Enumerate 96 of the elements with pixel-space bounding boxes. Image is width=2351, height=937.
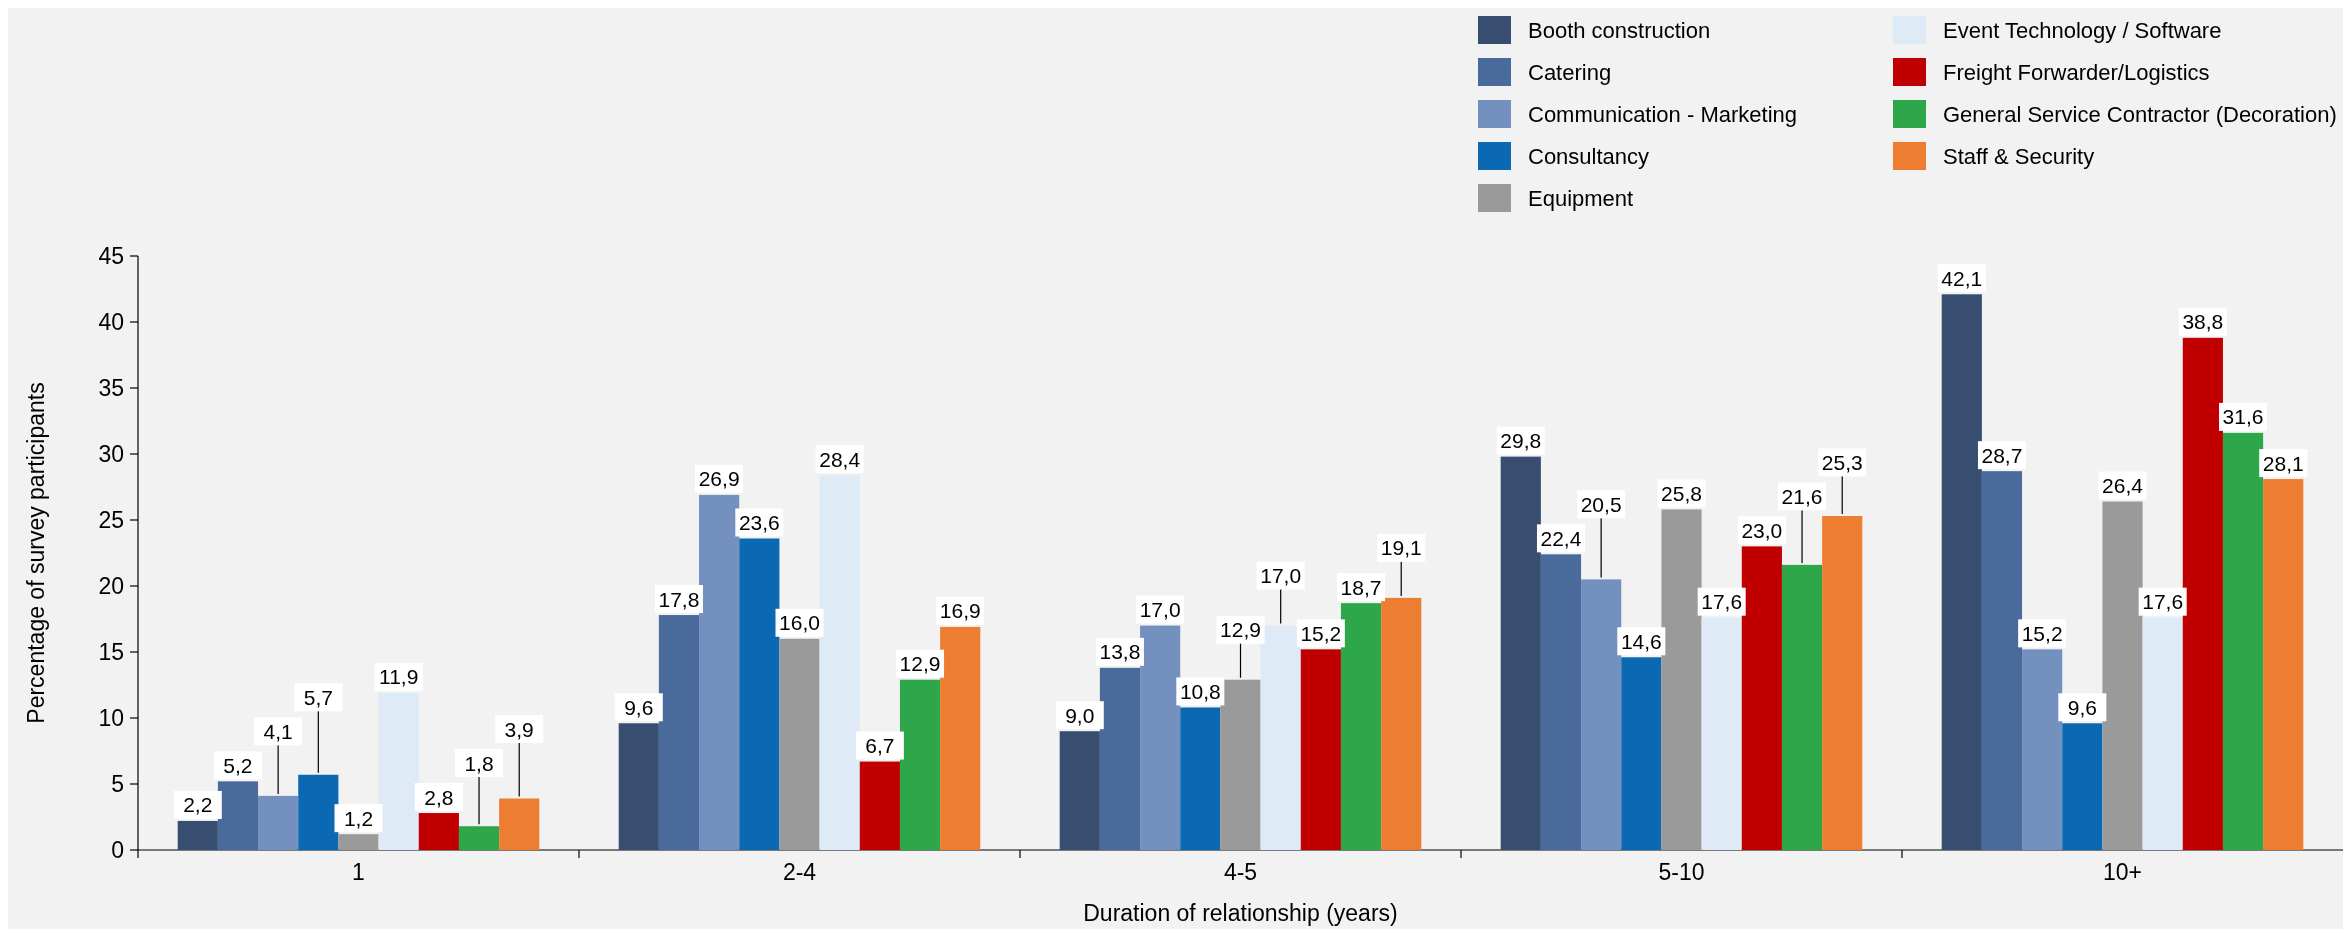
data-label: 12,9 bbox=[899, 652, 941, 676]
data-label: 25,3 bbox=[1821, 450, 1863, 474]
y-tick-label: 35 bbox=[98, 375, 124, 401]
data-label: 20,5 bbox=[1580, 492, 1622, 516]
legend-label: Staff & Security bbox=[1943, 143, 2095, 169]
legend-label: Equipment bbox=[1528, 185, 1634, 211]
bar bbox=[1822, 516, 1863, 850]
bar bbox=[499, 798, 540, 850]
bar bbox=[2263, 479, 2304, 850]
bar bbox=[699, 494, 740, 850]
data-label: 5,7 bbox=[303, 685, 333, 709]
legend-label: Freight Forwarder/Logistics bbox=[1943, 59, 2210, 85]
x-tick-label: 5-10 bbox=[1658, 859, 1705, 885]
y-tick-label: 20 bbox=[98, 573, 124, 599]
data-label: 29,8 bbox=[1500, 429, 1542, 453]
y-tick-label: 25 bbox=[98, 507, 124, 533]
data-label: 9,6 bbox=[2067, 695, 2097, 719]
data-label: 1,2 bbox=[343, 806, 374, 830]
y-axis-title: Percentage of survey participants bbox=[23, 382, 49, 724]
data-label: 2,2 bbox=[183, 793, 213, 817]
data-label: 15,2 bbox=[2021, 621, 2063, 645]
bar bbox=[2222, 432, 2264, 850]
bar bbox=[1781, 564, 1823, 850]
data-label: 2,8 bbox=[424, 785, 454, 809]
bar bbox=[1140, 625, 1181, 850]
y-tick-label: 5 bbox=[111, 771, 124, 797]
y-tick-label: 15 bbox=[98, 639, 124, 665]
data-label: 15,2 bbox=[1300, 621, 1342, 645]
data-label: 28,7 bbox=[1981, 443, 2023, 467]
bar bbox=[658, 615, 700, 850]
bar bbox=[1099, 667, 1141, 850]
bar bbox=[1260, 625, 1301, 850]
y-tick-label: 0 bbox=[111, 837, 124, 863]
data-label: 28,1 bbox=[2262, 451, 2304, 475]
x-axis-title: Duration of relationship (years) bbox=[1083, 900, 1398, 926]
data-label: 12,9 bbox=[1220, 618, 1261, 642]
data-label: 26,4 bbox=[2102, 474, 2144, 498]
bar bbox=[2022, 649, 2063, 850]
y-tick-label: 10 bbox=[98, 705, 124, 731]
data-label: 23,0 bbox=[1741, 518, 1783, 542]
bar bbox=[739, 538, 780, 850]
data-label: 25,8 bbox=[1661, 481, 1702, 505]
legend-label: Booth construction bbox=[1528, 17, 1711, 43]
data-label: 31,6 bbox=[2222, 405, 2264, 429]
data-label: 3,9 bbox=[504, 717, 534, 741]
data-label: 16,0 bbox=[779, 611, 820, 635]
data-label: 1,8 bbox=[464, 751, 494, 775]
data-label: 5,2 bbox=[223, 753, 253, 777]
data-label: 17,8 bbox=[658, 587, 700, 611]
data-label: 9,6 bbox=[624, 695, 654, 719]
data-label: 9,0 bbox=[1065, 703, 1095, 727]
bar bbox=[258, 795, 299, 850]
legend-label: Communication - Marketing bbox=[1528, 101, 1797, 127]
bar bbox=[1381, 597, 1422, 850]
x-tick-label: 1 bbox=[352, 859, 365, 885]
data-label: 22,4 bbox=[1540, 526, 1582, 550]
legend-label: Catering bbox=[1528, 59, 1612, 85]
bar bbox=[1500, 456, 1541, 850]
data-label: 17,0 bbox=[1139, 598, 1181, 622]
data-label: 28,4 bbox=[819, 447, 861, 471]
data-label: 18,7 bbox=[1340, 575, 1382, 599]
data-label: 17,6 bbox=[1701, 590, 1743, 614]
bar bbox=[1220, 679, 1261, 850]
bar bbox=[2182, 337, 2223, 850]
bar bbox=[458, 826, 500, 850]
data-label: 17,0 bbox=[1260, 564, 1302, 588]
legend-label: Event Technology / Software bbox=[1943, 17, 2222, 43]
data-label: 11,9 bbox=[379, 665, 419, 689]
bar bbox=[819, 475, 860, 850]
data-label: 4,1 bbox=[263, 719, 293, 743]
x-tick-label: 4-5 bbox=[1223, 859, 1258, 885]
data-label: 6,7 bbox=[865, 734, 895, 758]
x-tick-label: 2-4 bbox=[782, 859, 817, 885]
bar bbox=[940, 626, 981, 850]
x-tick-label: 10+ bbox=[2102, 859, 2143, 885]
y-tick-label: 45 bbox=[98, 243, 124, 269]
data-label: 38,8 bbox=[2182, 310, 2224, 334]
bar bbox=[1300, 649, 1341, 850]
bar bbox=[1581, 579, 1622, 850]
y-tick-label: 40 bbox=[98, 309, 124, 335]
data-label: 42,1 bbox=[1941, 266, 1983, 290]
data-label: 19,1 bbox=[1380, 536, 1422, 560]
legend-label: Consultancy bbox=[1528, 143, 1650, 169]
bar bbox=[298, 774, 339, 850]
y-tick-label: 30 bbox=[98, 441, 124, 467]
bar bbox=[1741, 546, 1782, 850]
data-label: 14,6 bbox=[1620, 629, 1662, 653]
data-label: 21,6 bbox=[1781, 484, 1823, 508]
bar bbox=[1941, 294, 1982, 850]
data-label: 13,8 bbox=[1099, 640, 1141, 664]
legend-label: General Service Contractor (Decoration) bbox=[1943, 101, 2337, 127]
data-label: 17,6 bbox=[2142, 590, 2184, 614]
data-label: 10,8 bbox=[1179, 679, 1221, 703]
data-label: 16,9 bbox=[939, 599, 981, 623]
data-label: 26,9 bbox=[698, 467, 740, 491]
data-label: 23,6 bbox=[738, 510, 780, 534]
